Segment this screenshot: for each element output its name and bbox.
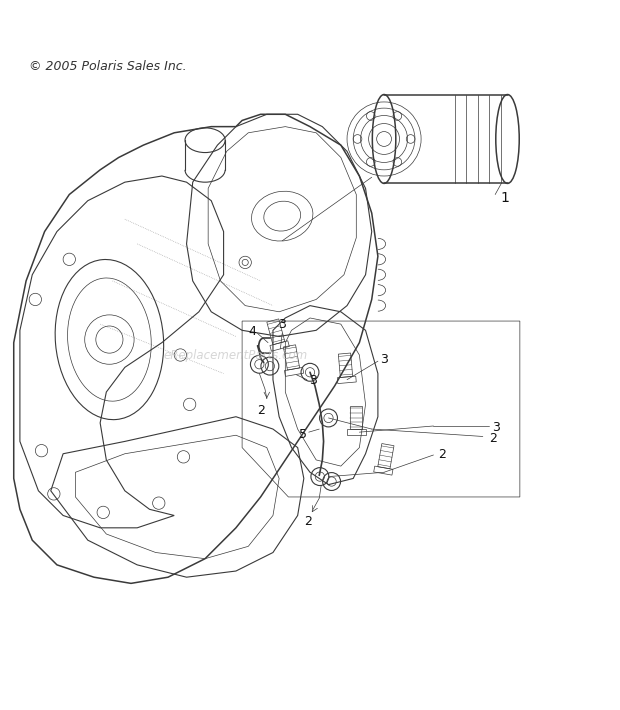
Text: 2: 2 xyxy=(489,432,497,445)
Text: 4: 4 xyxy=(248,325,256,338)
Text: 3: 3 xyxy=(492,421,500,434)
Text: eReplacementParts.com: eReplacementParts.com xyxy=(164,349,308,361)
Text: 2: 2 xyxy=(304,515,312,528)
Text: 3: 3 xyxy=(278,317,286,331)
Text: 1: 1 xyxy=(500,190,509,204)
Text: 5: 5 xyxy=(299,427,307,440)
Text: © 2005 Polaris Sales Inc.: © 2005 Polaris Sales Inc. xyxy=(29,60,187,72)
Text: 3: 3 xyxy=(380,354,388,366)
Text: 2: 2 xyxy=(438,449,446,462)
Text: 2: 2 xyxy=(257,404,265,417)
Text: 3: 3 xyxy=(309,374,317,388)
